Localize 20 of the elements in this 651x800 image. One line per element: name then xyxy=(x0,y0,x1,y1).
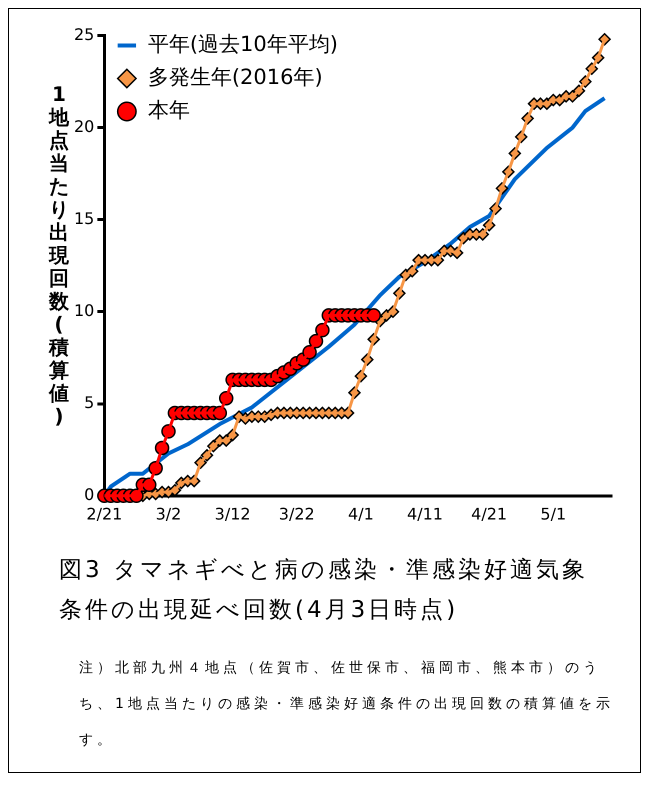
x-tick-label: 4/21 xyxy=(471,504,508,524)
x-tick-label: 5/1 xyxy=(540,504,566,524)
y-tick-label: 20 xyxy=(74,116,94,136)
x-tick-label: 2/21 xyxy=(86,504,122,524)
legend-label: 本年 xyxy=(148,98,190,122)
legend-label: 多発生年(2016年) xyxy=(148,64,323,89)
text: 注）北部九州４地点（佐賀市、佐世保市、福岡市、熊本市）のうち、1地点当たりの感染・準感染好適条件の出現回数の積算値を示す。 xyxy=(79,660,614,748)
text: 1地点当たり出現回数(積算値) xyxy=(49,82,69,428)
x-tick-label: 3/22 xyxy=(278,504,315,524)
text: 図3 タマネギべと病の感染・準感染好適気象条件の出現延べ回数(4月3日時点) xyxy=(59,556,589,625)
x-tick-label: 3/12 xyxy=(214,504,251,524)
y-tick-label: 0 xyxy=(84,484,94,504)
x-tick-label: 4/1 xyxy=(348,504,374,524)
y-tick-label: 25 xyxy=(74,24,94,44)
y-tick-label: 10 xyxy=(74,300,94,320)
y-tick-label: 15 xyxy=(74,208,94,228)
y-tick-label: 5 xyxy=(84,392,94,412)
x-tick-label: 3/2 xyxy=(156,504,182,524)
legend-label: 平年(過去10年平均) xyxy=(148,32,338,56)
x-tick-label: 4/11 xyxy=(407,504,443,524)
